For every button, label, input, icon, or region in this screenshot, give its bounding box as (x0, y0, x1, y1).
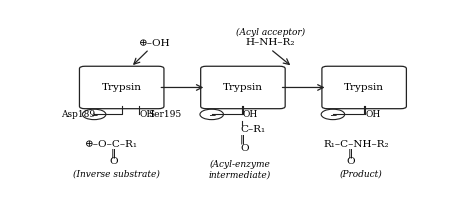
Text: ⊕–O–C–R₁: ⊕–O–C–R₁ (85, 140, 138, 149)
Text: ⊕–OH: ⊕–OH (139, 39, 171, 48)
Text: (Inverse substrate): (Inverse substrate) (73, 169, 160, 179)
Text: (Product): (Product) (339, 169, 382, 179)
Text: H–NH–R₂: H–NH–R₂ (246, 38, 295, 47)
Text: Ser195: Ser195 (148, 110, 182, 119)
Text: C–R₁: C–R₁ (240, 126, 265, 134)
Text: −: − (91, 110, 98, 119)
Text: O: O (240, 144, 248, 153)
FancyBboxPatch shape (201, 66, 285, 109)
Text: O: O (109, 157, 118, 166)
Text: O: O (346, 157, 355, 166)
Text: ‖: ‖ (111, 149, 116, 158)
FancyBboxPatch shape (322, 66, 406, 109)
FancyBboxPatch shape (80, 66, 164, 109)
Text: OH: OH (242, 110, 257, 119)
Text: (Acyl acceptor): (Acyl acceptor) (236, 28, 305, 37)
Text: ‖: ‖ (240, 135, 245, 144)
Text: Asp189: Asp189 (61, 110, 95, 119)
Text: R₁–C–NH–R₂: R₁–C–NH–R₂ (324, 140, 389, 149)
Text: Trypsin: Trypsin (344, 83, 384, 92)
Text: ‖: ‖ (348, 149, 353, 158)
Text: (Acyl-enzyme
intermediate): (Acyl-enzyme intermediate) (209, 160, 271, 180)
Text: OH: OH (139, 110, 155, 119)
Text: −: − (329, 110, 337, 119)
Text: −: − (208, 110, 216, 119)
Text: Trypsin: Trypsin (223, 83, 263, 92)
Text: Trypsin: Trypsin (102, 83, 142, 92)
Text: OH: OH (365, 110, 381, 119)
